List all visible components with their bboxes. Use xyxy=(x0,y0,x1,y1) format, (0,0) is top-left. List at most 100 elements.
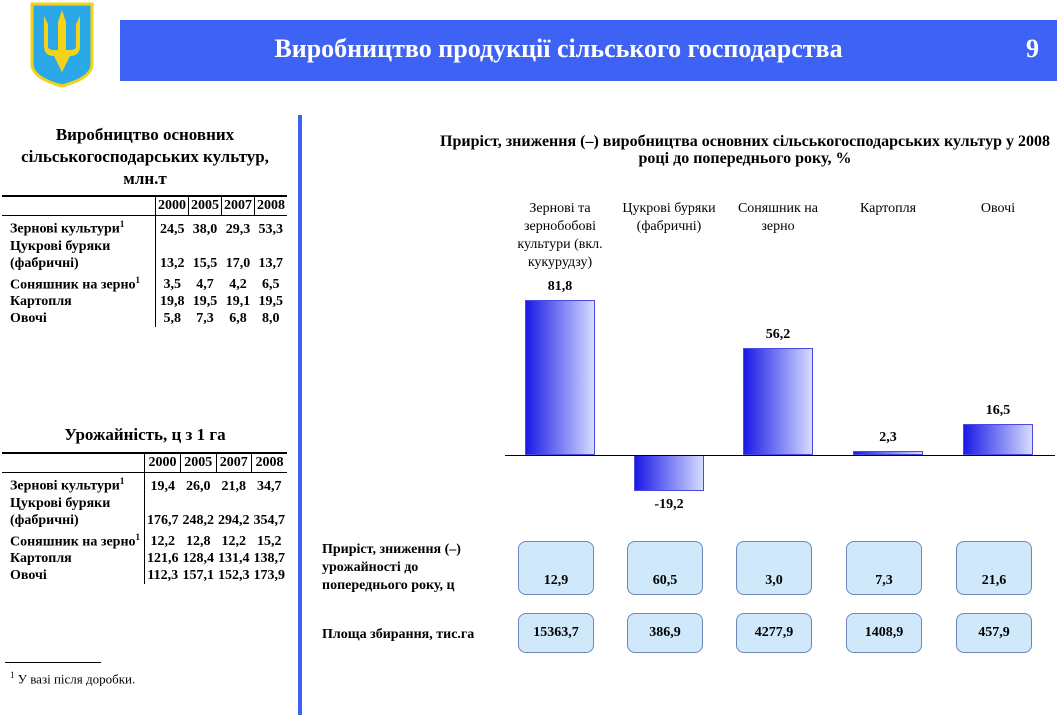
cell-value: 3,5 xyxy=(163,277,182,293)
table-row: Зернові культури1 19,4 26,0 21,8 34,7 xyxy=(2,472,287,495)
table-row: Цукрові буряки (фабричні) 176,7 248,2 294,2… xyxy=(2,494,287,529)
column-header: 2007 xyxy=(221,195,255,216)
footnote-rule xyxy=(5,662,101,663)
cell-value: 12,2 xyxy=(221,534,247,550)
cell-value: 19,4 xyxy=(150,478,176,494)
area-value-box: 4277,9 xyxy=(736,613,812,653)
column-header: 2005 xyxy=(188,195,222,216)
cell-value: 6,5 xyxy=(262,277,280,293)
header-cell xyxy=(2,195,156,216)
cell-value: 19,5 xyxy=(258,294,284,310)
cell-value: 19,8 xyxy=(160,294,185,310)
row-label: Соняшник на зерно1 xyxy=(2,271,156,294)
row-label: Картопля xyxy=(2,550,145,568)
row-label: Овочі xyxy=(2,310,156,328)
cell-value: 131,4 xyxy=(218,551,250,567)
column-header: 2005 xyxy=(180,452,216,473)
cell-value: 13,7 xyxy=(258,255,284,271)
cell-value: 173,9 xyxy=(253,568,286,584)
row-label: Овочі xyxy=(2,567,145,585)
table-row: Цукрові буряки (фабричні) 13,2 15,5 17,0 13,… xyxy=(2,237,287,272)
value-label: 2,3 xyxy=(879,429,897,445)
table-row: Зернові культури1 24,5 38,0 29,3 53,3 xyxy=(2,215,287,238)
cell-value: 7,3 xyxy=(196,311,214,327)
table-row: Овочі 5,8 7,3 6,8 8,0 xyxy=(2,310,287,328)
yield-value-box: 12,9 xyxy=(518,541,594,595)
cell-value: 17,0 xyxy=(225,255,251,271)
bar xyxy=(743,348,813,455)
cell-value: 15,5 xyxy=(192,255,218,271)
cell-value: 13,2 xyxy=(160,255,185,271)
cell-value: 15,2 xyxy=(257,534,282,550)
cell-value: 128,4 xyxy=(182,551,215,567)
table-row: Соняшник на зерно1 12,2 12,8 12,2 15,2 xyxy=(2,528,287,551)
bar xyxy=(853,450,923,455)
column-header: 2007 xyxy=(215,452,252,473)
row-label: Зернові культури1 xyxy=(2,472,145,495)
yield-value-box: 3,0 xyxy=(736,541,812,595)
table1-title: Виробництво основних сільськогосподарськ… xyxy=(21,125,269,188)
footnote-mark: 1 xyxy=(119,219,125,229)
column-header: 2008 xyxy=(251,452,287,473)
yield-value-box: 60,5 xyxy=(627,541,703,595)
yield-row-label: Приріст, зниження (–) урожайності до поп… xyxy=(322,542,461,593)
yield-value-box: 21,6 xyxy=(956,541,1032,595)
row-label: Соняшник на зерно1 xyxy=(2,528,145,551)
footnote-mark: 1 xyxy=(135,531,141,542)
cell-value: 19,1 xyxy=(225,294,251,310)
cell-value: 29,3 xyxy=(225,221,251,237)
cell-value: 121,6 xyxy=(147,551,179,567)
table-row: Овочі 112,3 157,1 152,3 173,9 xyxy=(2,567,287,585)
cell-value: 248,2 xyxy=(182,512,215,528)
zero-axis xyxy=(505,455,1055,456)
category-label: Соняшник на зерно xyxy=(737,201,819,234)
cell-value: 21,8 xyxy=(221,478,247,494)
cell-value: 176,7 xyxy=(147,512,179,528)
area-row-label: Площа збирання, тис.га xyxy=(322,627,475,642)
table2-title: Урожайність, ц з 1 га xyxy=(64,425,226,444)
column-header: 2000 xyxy=(144,452,181,473)
category-label: Цукрові буряки (фабричні) xyxy=(622,201,716,234)
row-label: Цукрові буряки (фабричні) xyxy=(2,494,145,529)
cell-value: 294,2 xyxy=(218,512,250,528)
cell-value: 12,2 xyxy=(150,534,176,550)
cell-value: 5,8 xyxy=(163,311,182,327)
cell-value: 4,2 xyxy=(229,277,247,293)
bar xyxy=(963,423,1033,455)
cell-value: 152,3 xyxy=(218,568,250,584)
page-title: Виробництво продукції сільського господа… xyxy=(274,34,843,63)
header-bar: Виробництво продукції сільського господа… xyxy=(120,20,1057,81)
area-value-box: 15363,7 xyxy=(518,613,594,653)
column-header: 2008 xyxy=(254,195,287,216)
cell-value: 19,5 xyxy=(192,294,218,310)
bar xyxy=(525,299,595,455)
cell-value: 53,3 xyxy=(258,221,284,237)
table-row: Соняшник на зерно1 3,5 4,7 4,2 6,5 xyxy=(2,271,287,294)
cell-value: 138,7 xyxy=(253,551,286,567)
coat-of-arms-icon xyxy=(30,2,94,93)
page-number: 9 xyxy=(1026,34,1039,63)
value-label: 56,2 xyxy=(765,327,791,343)
table-row: Картопля 121,6 128,4 131,4 138,7 xyxy=(2,550,287,568)
area-value-box: 386,9 xyxy=(627,613,703,653)
production-table: 2000 2005 2007 2008 Зернові культури1 24,5 38,… xyxy=(2,195,287,328)
bar xyxy=(634,455,704,492)
cell-value: 24,5 xyxy=(160,221,185,237)
cell-value: 8,0 xyxy=(262,311,280,327)
table-row: Картопля 19,8 19,5 19,1 19,5 xyxy=(2,293,287,311)
column-header: 2000 xyxy=(155,195,189,216)
value-label: 16,5 xyxy=(985,402,1011,418)
row-label: Цукрові буряки (фабричні) xyxy=(2,237,156,272)
cell-value: 157,1 xyxy=(182,568,215,584)
row-label: Зернові культури1 xyxy=(2,215,156,238)
cell-value: 38,0 xyxy=(192,221,218,237)
value-label: 81,8 xyxy=(547,278,573,294)
category-label: Овочі xyxy=(980,201,1016,216)
divider xyxy=(298,115,302,715)
footnote: 1 У вазі після доробки. xyxy=(10,670,136,687)
cell-value: 26,0 xyxy=(186,478,211,494)
cell-value: 4,7 xyxy=(196,277,214,293)
cell-value: 354,7 xyxy=(253,512,286,528)
cell-value: 12,8 xyxy=(186,534,211,550)
chart-title: Приріст, зниження (–) виробництва основн… xyxy=(440,133,1050,167)
